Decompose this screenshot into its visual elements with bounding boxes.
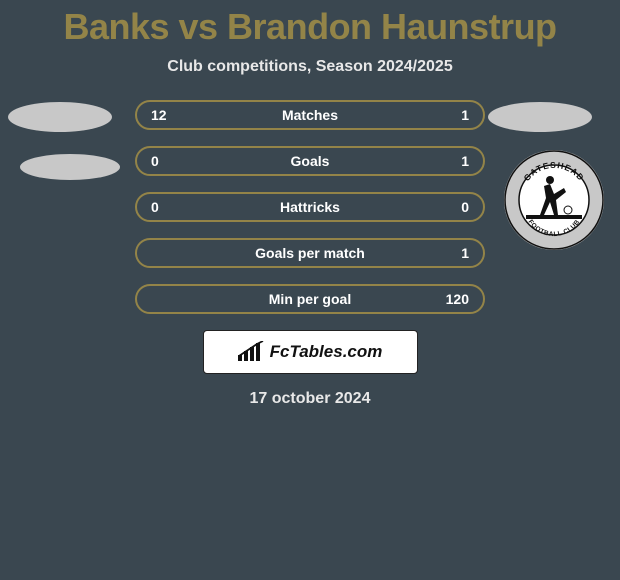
stat-value-right: 1 (461, 153, 469, 169)
stat-value-right: 1 (461, 245, 469, 261)
club-badge: GATESHEAD FOOTBALL CLUB (504, 150, 604, 250)
player-right-slot-1 (488, 102, 592, 132)
stat-row: Goals per match1 (135, 238, 485, 268)
stat-value-right: 1 (461, 107, 469, 123)
stat-row: 0Hattricks0 (135, 192, 485, 222)
page-title: Banks vs Brandon Haunstrup (0, 0, 620, 48)
stats-area: GATESHEAD FOOTBALL CLUB 12Matches10Goals… (0, 100, 620, 408)
player-left-slot-1 (8, 102, 112, 132)
stat-row: 0Goals1 (135, 146, 485, 176)
stat-value-right: 120 (446, 291, 469, 307)
bars-icon (238, 341, 264, 363)
stat-rows: 12Matches10Goals10Hattricks0Goals per ma… (135, 100, 485, 314)
stat-row: 12Matches1 (135, 100, 485, 130)
stat-value-left: 0 (151, 153, 159, 169)
stat-label: Goals (137, 153, 483, 169)
stat-row: Min per goal120 (135, 284, 485, 314)
player-left-slot-2 (20, 154, 120, 180)
stat-label: Hattricks (137, 199, 483, 215)
stat-value-left: 12 (151, 107, 167, 123)
brand-label: FcTables.com (270, 342, 383, 362)
stat-label: Goals per match (137, 245, 483, 261)
stat-value-left: 0 (151, 199, 159, 215)
date-line: 17 october 2024 (0, 390, 620, 408)
brand-box[interactable]: FcTables.com (203, 330, 418, 374)
subtitle: Club competitions, Season 2024/2025 (0, 58, 620, 76)
stat-label: Min per goal (137, 291, 483, 307)
stat-value-right: 0 (461, 199, 469, 215)
stat-label: Matches (137, 107, 483, 123)
